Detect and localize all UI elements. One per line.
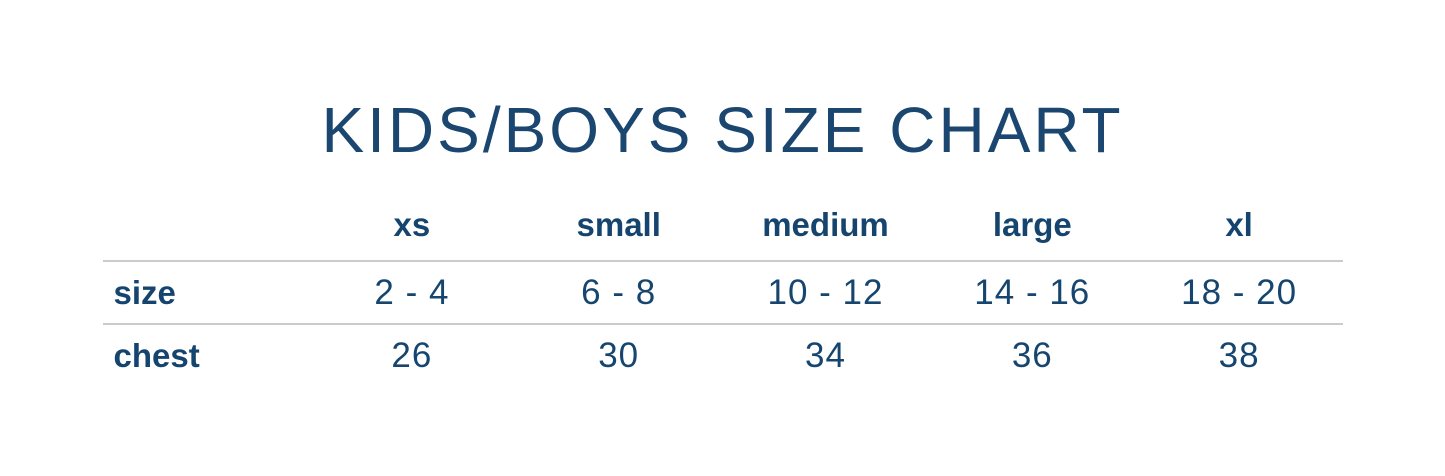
chest-value-small: 30: [598, 335, 640, 375]
chest-value-medium: 34: [805, 335, 846, 375]
row-header-size: size: [113, 273, 176, 311]
table-row-chest: chest 26 30 34 36 38: [103, 324, 1343, 386]
column-header-small: small: [576, 206, 661, 243]
header-empty-cell: [103, 194, 309, 261]
page-title: KIDS/BOYS SIZE CHART: [321, 94, 1124, 166]
column-header-medium: medium: [762, 206, 889, 243]
column-header-xl: xl: [1225, 206, 1253, 243]
table-header-row: xs small medium large xl: [102, 194, 1343, 261]
table-row-size: size 2 - 4 6 - 8 10 - 12 14 - 16 18 - 20: [102, 261, 1343, 324]
size-value-large: 14 - 16: [974, 272, 1091, 312]
chest-value-xs: 26: [391, 335, 433, 375]
column-header-large: large: [992, 206, 1072, 243]
size-value-xl: 18 - 20: [1181, 272, 1298, 312]
chest-value-large: 36: [1011, 335, 1053, 375]
size-value-xs: 2 - 4: [374, 272, 450, 312]
column-header-xs: xs: [393, 206, 431, 243]
chest-value-xl: 38: [1218, 335, 1260, 375]
size-value-small: 6 - 8: [581, 272, 657, 312]
row-header-chest: chest: [113, 336, 200, 374]
size-chart-table: xs small medium large xl size 2 - 4 6 - …: [102, 194, 1343, 386]
size-value-medium: 10 - 12: [767, 272, 884, 312]
